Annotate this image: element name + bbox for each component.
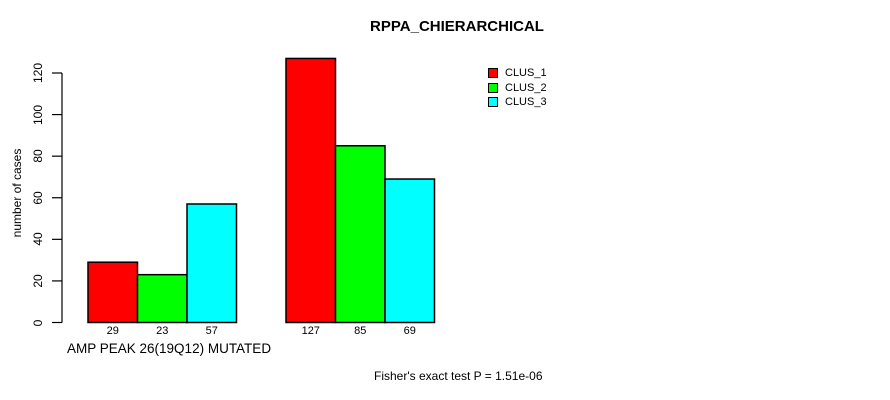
legend: CLUS_1 CLUS_2 CLUS_3 [488,66,547,110]
chart-title: RPPA_CHIERARCHICAL [370,18,544,35]
legend-swatch-clus-1 [488,68,498,79]
y-tick-label: 0 [31,319,45,326]
bar-value-label: 29 [106,325,119,337]
legend-swatch-clus-3 [488,97,498,108]
y-tick-label: 120 [31,62,45,84]
legend-item-clus-2: CLUS_2 [488,81,547,96]
bar-clus_1-group-1 [87,261,139,324]
legend-item-clus-3: CLUS_3 [488,95,547,110]
bar-clus_2-group-2 [334,145,386,324]
bar-clus_1-group-2 [285,57,337,324]
legend-item-clus-1: CLUS_1 [488,66,547,81]
y-tick-label: 40 [31,232,45,247]
bar-clus_3-group-1 [186,203,238,324]
y-tick-label: 80 [31,149,45,163]
bar-value-label: 69 [403,325,416,337]
y-tick-label: 100 [31,104,45,125]
bar-value-label: 85 [354,325,367,337]
bar-value-label: 127 [301,325,320,337]
y-tick-label: 60 [31,191,45,205]
x-axis-title: AMP PEAK 26(19Q12) MUTATED [67,341,272,356]
legend-label-clus-1: CLUS_1 [505,67,547,80]
legend-label-clus-3: CLUS_3 [505,96,547,109]
fishers-test-annotation: Fisher's exact test P = 1.51e-06 [374,369,543,383]
bar-clus_2-group-1 [136,273,188,324]
legend-label-clus-2: CLUS_2 [505,81,547,94]
bar-clus_3-group-2 [384,178,436,324]
legend-swatch-clus-2 [488,82,498,93]
y-tick-label: 20 [31,274,45,288]
bar-value-label: 57 [205,325,218,337]
bar-value-label: 23 [156,325,169,337]
